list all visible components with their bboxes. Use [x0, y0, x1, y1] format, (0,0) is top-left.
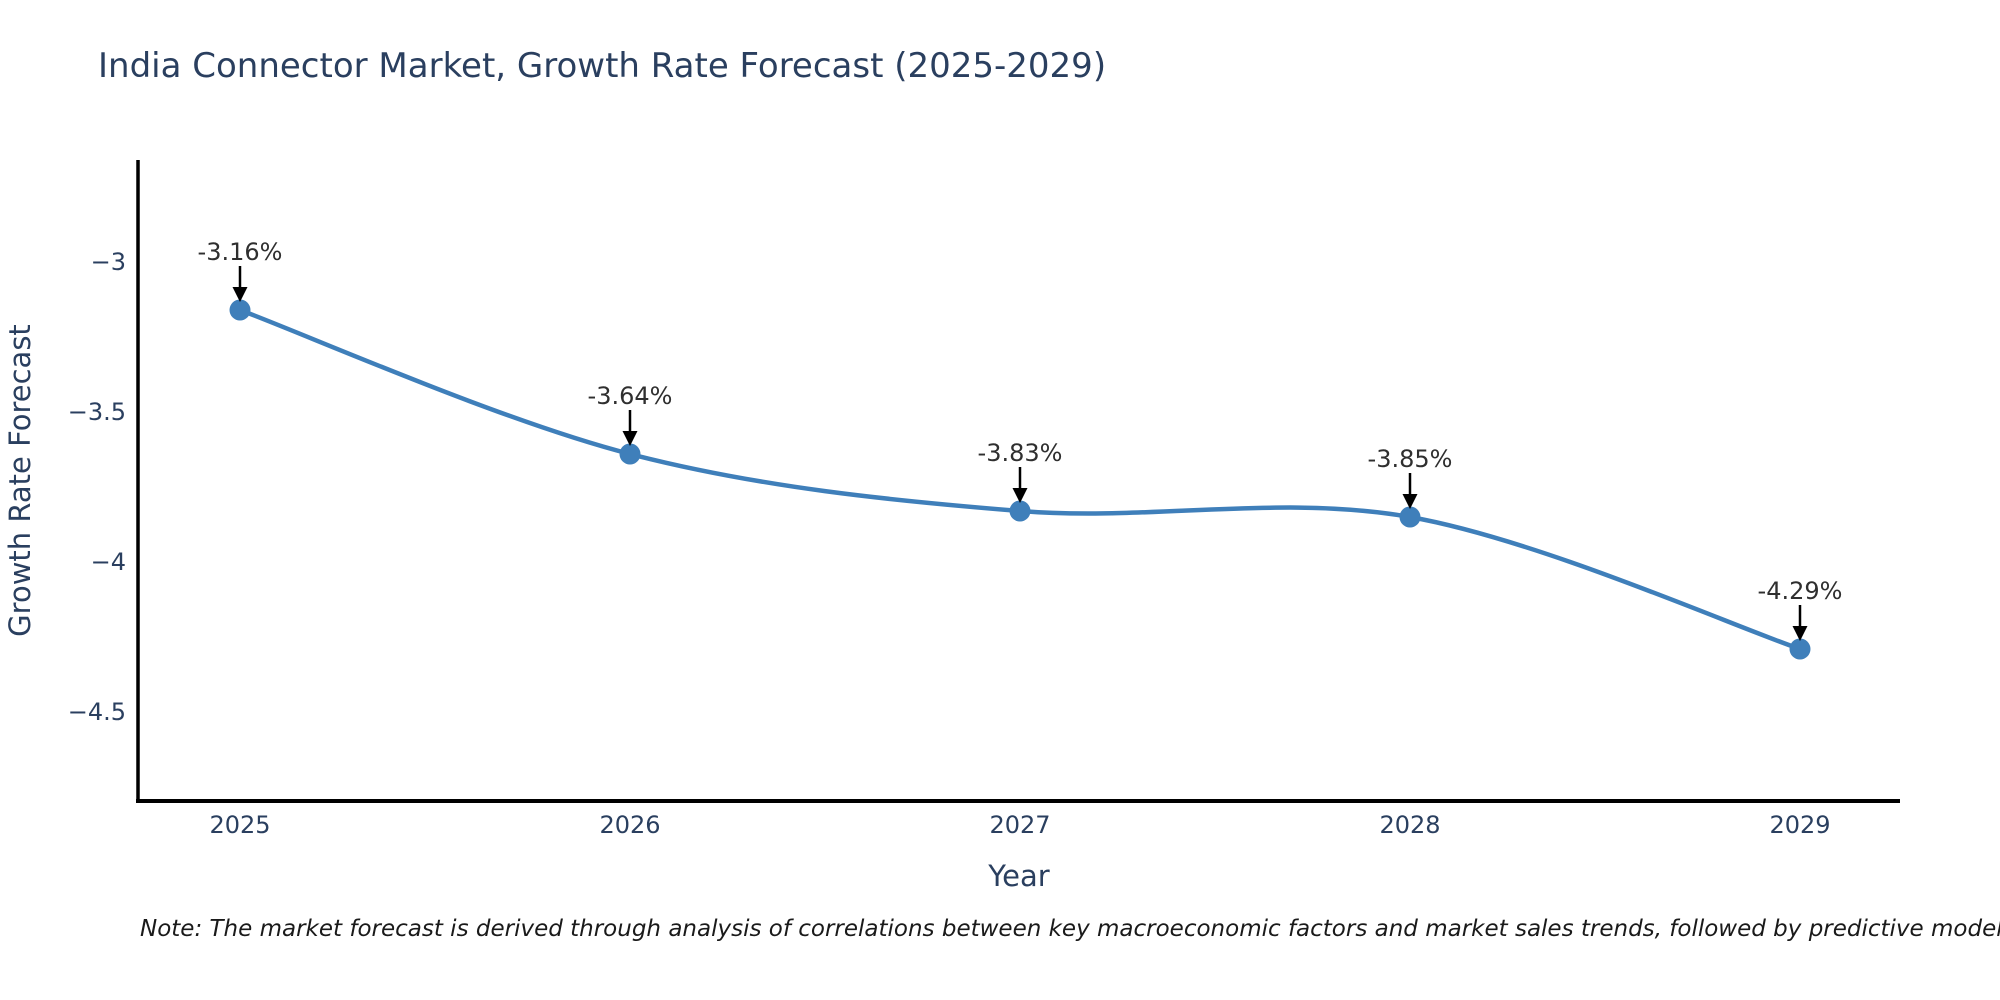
annotation-arrowhead — [1402, 494, 1418, 509]
annotation-arrowhead — [1792, 626, 1808, 641]
point-annotation-label: -3.85% — [1368, 445, 1453, 473]
annotation-arrowhead — [1012, 488, 1028, 503]
x-tick-label: 2025 — [209, 811, 270, 839]
chart-title: India Connector Market, Growth Rate Fore… — [98, 46, 1107, 86]
point-annotation-label: -3.64% — [588, 382, 673, 410]
y-tick-label: −4.5 — [68, 698, 126, 726]
data-point-marker — [1399, 506, 1421, 528]
point-annotation-label: -3.16% — [198, 238, 283, 266]
data-point-marker — [619, 443, 641, 465]
y-tick-label: −4 — [91, 548, 126, 576]
footnote: Note: The market forecast is derived thr… — [140, 916, 2000, 942]
annotation-arrowhead — [622, 431, 638, 446]
y-tick-label: −3.5 — [68, 398, 126, 426]
x-tick-label: 2027 — [989, 811, 1050, 839]
data-point-marker — [229, 299, 251, 321]
x-tick-label: 2028 — [1379, 811, 1440, 839]
point-annotation-label: -4.29% — [1758, 577, 1843, 605]
y-tick-label: −3 — [91, 248, 126, 276]
point-annotation-label: -3.83% — [978, 439, 1063, 467]
data-point-marker — [1009, 500, 1031, 522]
x-tick-label: 2026 — [599, 811, 660, 839]
x-tick-label: 2029 — [1769, 811, 1830, 839]
y-axis-title: Growth Rate Forecast — [3, 324, 37, 637]
data-point-marker — [1789, 638, 1811, 660]
x-axis-title: Year — [987, 859, 1049, 893]
annotation-arrowhead — [232, 287, 248, 302]
